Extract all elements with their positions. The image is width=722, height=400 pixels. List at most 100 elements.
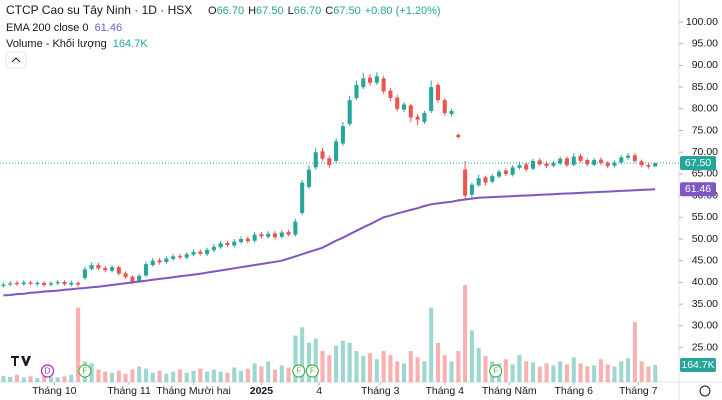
candle-body <box>259 234 264 237</box>
volume-bar <box>361 356 366 382</box>
candle-body <box>401 104 407 110</box>
volume-bar <box>96 369 101 382</box>
candle-body <box>55 281 60 284</box>
candle-body <box>571 156 576 165</box>
candle-body <box>320 151 325 159</box>
candle-body <box>476 178 481 186</box>
volume-bar <box>449 361 454 382</box>
y-tick-label: 30.00 <box>692 320 718 332</box>
collapse-button[interactable] <box>5 51 27 69</box>
volume-bar <box>456 351 461 382</box>
candle-body <box>612 162 617 166</box>
candle-body <box>469 184 474 195</box>
candle-body <box>510 167 515 175</box>
volume-bar <box>177 369 182 382</box>
candle-body <box>150 260 155 266</box>
plot-area <box>0 72 679 382</box>
candle-body <box>395 97 400 109</box>
candle-body <box>42 282 47 286</box>
volume-bar <box>211 369 216 382</box>
volume-bar <box>429 307 434 382</box>
y-tick-label: 80.00 <box>692 103 718 115</box>
candle-body <box>381 78 386 92</box>
volume-bar <box>592 365 597 382</box>
candle-body <box>354 84 359 98</box>
collapse-icon <box>11 57 21 63</box>
collapse-button-box[interactable] <box>5 51 27 69</box>
settings-button[interactable] <box>699 385 711 397</box>
ohlc-key: O <box>208 5 217 17</box>
candle-body <box>286 232 291 235</box>
volume-bar <box>571 357 576 382</box>
candle-body <box>442 100 447 114</box>
ohlc-value: 67.50 <box>333 5 361 17</box>
volume-bar <box>300 327 305 382</box>
volume-label-box <box>680 357 716 372</box>
ohlc-legend: O66.70 H67.50 L66.70 C67.50 +0.80 (+1.20%) <box>208 5 441 17</box>
candle-body <box>21 282 26 285</box>
event-marker <box>305 364 319 378</box>
change-value: +0.80 (+1.20%) <box>365 5 441 17</box>
volume-bar <box>218 371 223 382</box>
volume-bar <box>266 361 271 382</box>
tv-logo[interactable] <box>8 352 32 368</box>
last-price-label-box <box>680 156 716 171</box>
candle-body <box>626 155 631 158</box>
volume-bar <box>537 366 542 382</box>
ema-line <box>3 188 656 297</box>
volume-bar <box>313 338 318 382</box>
candle-body <box>130 276 135 282</box>
candle-body <box>62 281 67 285</box>
volume-label: 164.7K <box>681 359 714 371</box>
candle-body <box>598 159 603 164</box>
candle-body <box>327 158 332 166</box>
ohlc-key: H <box>248 5 256 17</box>
volume-bar <box>184 372 189 382</box>
candle-body <box>449 110 454 115</box>
candle-body <box>137 275 142 282</box>
volume-bar <box>530 362 536 382</box>
candle-body <box>198 251 203 254</box>
volume-bar <box>137 366 142 382</box>
volume-bar <box>388 355 393 382</box>
candle-body <box>524 164 529 170</box>
volume-bar <box>422 361 427 382</box>
candle-body <box>239 238 244 243</box>
volume-bar <box>395 361 400 382</box>
candle-body <box>96 265 101 269</box>
candle-body <box>490 176 495 182</box>
x-tick-label: Tháng 10 <box>32 385 77 397</box>
y-tick-label: 90.00 <box>692 59 718 71</box>
volume-bar <box>374 359 379 382</box>
volume-bar <box>191 370 196 382</box>
volume-bar <box>551 365 556 382</box>
volume-bar <box>259 366 264 382</box>
candle-body <box>1 284 6 286</box>
candle-body <box>456 134 461 138</box>
volume-bar <box>1 375 6 382</box>
x-tick-label: 4 <box>316 385 322 397</box>
candle-body <box>306 169 311 187</box>
candle-body <box>422 113 427 122</box>
candle-body <box>503 170 508 174</box>
volume-bar <box>103 371 108 382</box>
candle-body <box>483 177 488 183</box>
candle-body <box>517 165 522 168</box>
ohlc-key: L <box>288 5 294 17</box>
volume-bar <box>48 376 53 382</box>
candle-body <box>646 164 651 167</box>
ohlc-value: 67.50 <box>256 5 284 17</box>
volume-bar <box>340 340 345 382</box>
volume-bar <box>306 342 311 382</box>
candle-body <box>218 243 223 248</box>
volume-bar <box>252 363 257 382</box>
event-label: F <box>493 367 498 376</box>
y-tick-label: 85.00 <box>692 81 718 93</box>
volume-value: 164.7K <box>113 38 149 50</box>
candle-body <box>252 234 257 241</box>
ema-label: 61.46 <box>685 183 711 195</box>
volume-bar <box>639 361 644 382</box>
candle-body <box>205 249 210 255</box>
volume-bar <box>354 351 359 382</box>
event-label: D <box>45 367 51 376</box>
